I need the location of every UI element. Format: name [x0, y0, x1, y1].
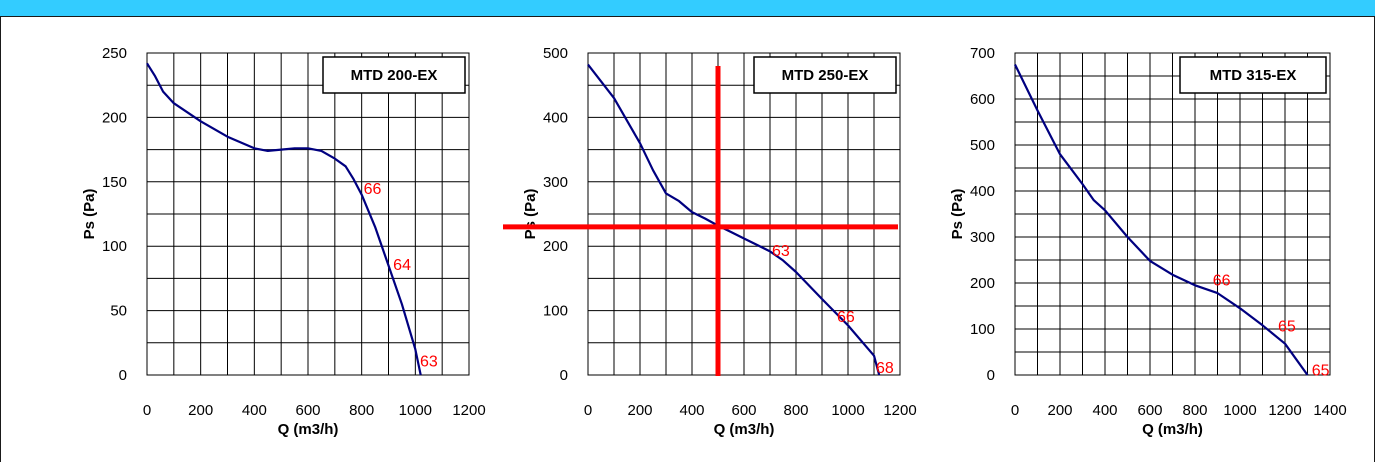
chart-title-box: [753, 56, 897, 94]
x-tick-label: 600: [731, 402, 756, 419]
y-tick-label: 300: [970, 229, 995, 246]
x-tick-label: 1200: [1268, 402, 1301, 419]
chart-title: MTD 200-EX: [351, 67, 438, 84]
series-line: [1014, 64, 1309, 376]
y-tick-label: 700: [970, 45, 995, 62]
y-axis-label: Ps (Pa): [81, 189, 98, 240]
noise-level-label: 63: [420, 354, 438, 371]
y-tick-label: 400: [970, 183, 995, 200]
x-tick-label: 600: [295, 402, 320, 419]
chart-title: MTD 315-EX: [1210, 67, 1297, 84]
header-bar: [0, 0, 1375, 17]
y-tick-label: 400: [543, 109, 568, 126]
y-tick-label: 600: [970, 91, 995, 108]
x-tick-label: 400: [679, 402, 704, 419]
x-tick-label: 1000: [831, 402, 864, 419]
x-tick-label: 400: [242, 402, 267, 419]
x-tick-label: 1200: [883, 402, 916, 419]
series-line: [146, 62, 422, 376]
x-tick-label: 200: [188, 402, 213, 419]
chart-title: MTD 250-EX: [782, 67, 869, 84]
y-tick-label: 250: [102, 45, 127, 62]
x-tick-label: 600: [1137, 402, 1162, 419]
y-tick-label: 0: [987, 367, 995, 384]
y-tick-label: 200: [102, 109, 127, 126]
x-tick-label: 1400: [1313, 402, 1346, 419]
y-axis-label: Ps (Pa): [949, 189, 966, 240]
chart-title-box: [322, 56, 466, 94]
noise-level-label: 66: [837, 309, 855, 326]
y-tick-label: 500: [970, 137, 995, 154]
x-axis-label: Q (m3/h): [714, 421, 775, 438]
noise-level-label: 63: [772, 243, 790, 260]
y-tick-label: 200: [970, 275, 995, 292]
y-tick-label: 100: [970, 321, 995, 338]
plot-area-border: [146, 52, 470, 376]
y-tick-label: 150: [102, 174, 127, 191]
y-tick-label: 100: [543, 303, 568, 320]
noise-level-label: 64: [393, 257, 411, 274]
noise-level-label: 65: [1278, 318, 1296, 335]
noise-level-label: 66: [364, 181, 382, 198]
x-tick-label: 1000: [399, 402, 432, 419]
y-tick-label: 0: [560, 367, 568, 384]
x-axis-label: Q (m3/h): [278, 421, 339, 438]
series-line: [587, 63, 881, 376]
x-tick-label: 0: [1011, 402, 1019, 419]
x-tick-label: 200: [627, 402, 652, 419]
y-axis-label: Ps (Pa): [522, 189, 539, 240]
x-tick-label: 0: [143, 402, 151, 419]
y-tick-label: 200: [543, 238, 568, 255]
y-tick-label: 100: [102, 238, 127, 255]
noise-level-label: 65: [1312, 363, 1330, 380]
x-tick-label: 800: [1182, 402, 1207, 419]
noise-level-label: 66: [1213, 272, 1231, 289]
x-tick-label: 200: [1047, 402, 1072, 419]
x-tick-label: 800: [783, 402, 808, 419]
x-tick-label: 0: [584, 402, 592, 419]
x-tick-label: 1200: [452, 402, 485, 419]
plot-area-border: [587, 52, 901, 376]
x-tick-label: 800: [349, 402, 374, 419]
y-tick-label: 500: [543, 45, 568, 62]
plot-area-border: [1014, 52, 1331, 376]
chart-title-box: [1179, 56, 1327, 94]
y-tick-label: 50: [110, 303, 127, 320]
x-axis-label: Q (m3/h): [1142, 421, 1203, 438]
noise-level-label: 68: [876, 360, 894, 377]
x-tick-label: 400: [1092, 402, 1117, 419]
x-tick-label: 1000: [1223, 402, 1256, 419]
y-tick-label: 0: [119, 367, 127, 384]
y-tick-label: 300: [543, 174, 568, 191]
